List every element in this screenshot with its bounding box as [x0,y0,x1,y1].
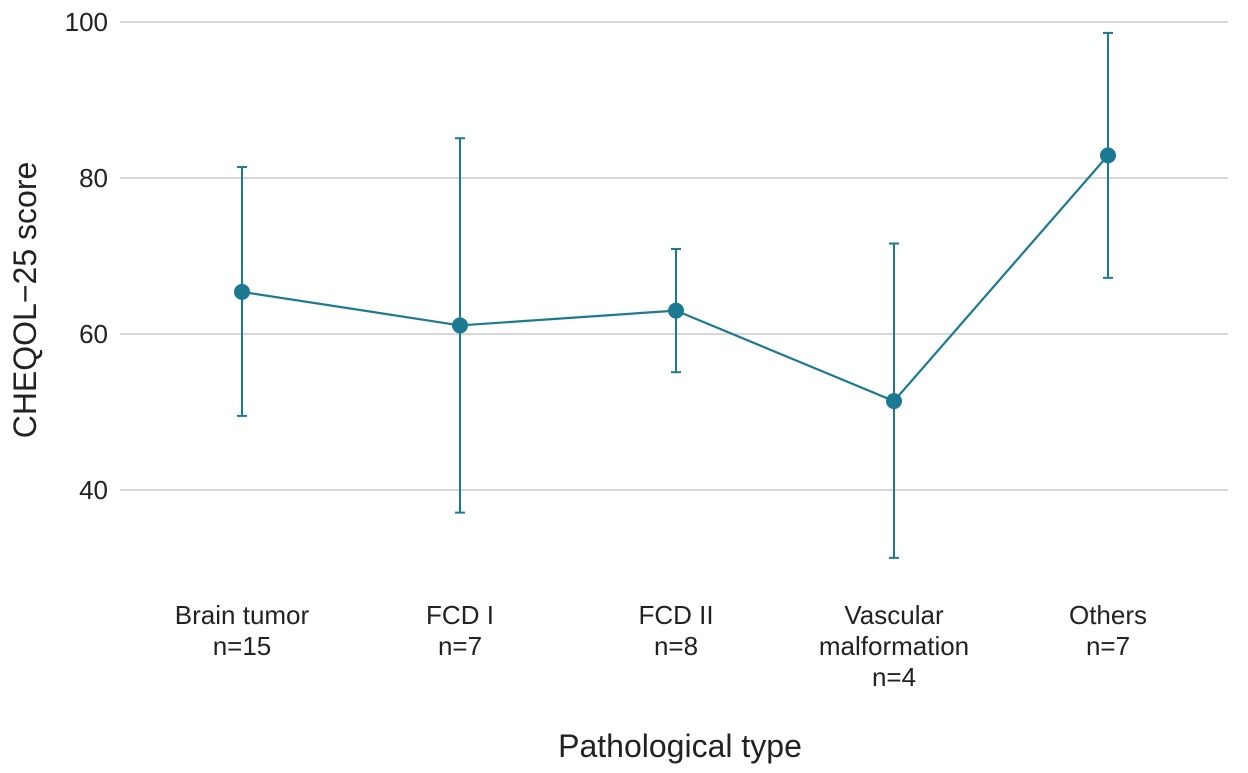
y-tick-label: 100 [65,7,108,37]
x-tick-label-line: n=8 [654,631,698,661]
y-tick-label: 80 [79,163,108,193]
series-layer [234,31,1116,559]
x-axis-title: Pathological type [558,728,802,764]
data-point [1100,147,1116,164]
y-tick-labels: 40 60 80 100 [65,7,108,505]
x-tick-label: Others n=7 [1069,600,1147,661]
data-point [668,302,684,319]
x-tick-label-line: Brain tumor [175,600,310,630]
data-point [886,393,902,410]
x-tick-label-line: FCD II [638,600,713,630]
x-tick-label-line: n=7 [1086,631,1130,661]
x-tick-label: FCD II n=8 [638,600,713,661]
x-tick-label-line: n=15 [213,631,272,661]
y-axis-title: CHEQOL−25 score [7,162,43,439]
x-tick-label-line: n=4 [872,662,916,692]
y-tick-label: 40 [79,475,108,505]
data-point [452,317,468,334]
x-tick-label-line: n=7 [438,631,482,661]
x-tick-label: Brain tumor n=15 [175,600,310,661]
x-tick-label-line: malformation [819,631,969,661]
x-tick-label-line: Others [1069,600,1147,630]
x-tick-label: Vascular malformation n=4 [819,600,969,692]
x-tick-label-line: FCD I [426,600,494,630]
gridlines [120,21,1228,491]
x-tick-label-line: Vascular [844,600,944,630]
data-point [234,283,250,300]
y-tick-label: 60 [79,319,108,349]
